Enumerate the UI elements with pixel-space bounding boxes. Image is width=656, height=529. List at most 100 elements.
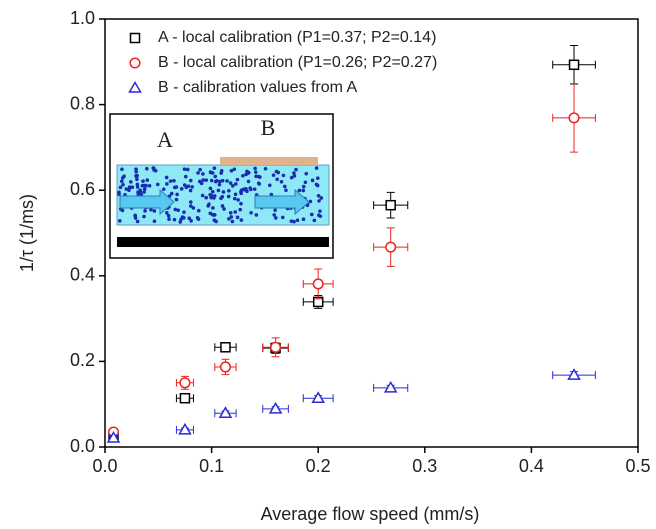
- particle: [280, 215, 285, 220]
- particle: [309, 212, 314, 217]
- particle: [213, 174, 218, 179]
- particle: [318, 214, 323, 219]
- particle: [174, 185, 179, 189]
- particle: [155, 182, 160, 187]
- particle: [230, 184, 235, 188]
- legend-label: A - local calibration (P1=0.37; P2=0.14): [158, 29, 436, 46]
- particle: [230, 219, 235, 224]
- legend-marker: [129, 32, 141, 44]
- particle: [301, 217, 306, 221]
- particle: [248, 187, 253, 192]
- particle: [317, 199, 321, 203]
- y-tick-label: 0.4: [70, 265, 95, 285]
- particle: [220, 204, 225, 208]
- particle: [282, 184, 287, 189]
- particle: [227, 217, 231, 221]
- legend-marker: [128, 81, 142, 93]
- particle: [225, 179, 229, 183]
- particle: [178, 220, 183, 224]
- particle: [273, 208, 277, 213]
- particle: [120, 167, 124, 172]
- particle: [254, 213, 259, 217]
- particle: [165, 182, 169, 186]
- particle: [233, 210, 238, 214]
- particle: [238, 207, 243, 212]
- particle: [201, 172, 205, 176]
- particle: [272, 213, 277, 217]
- flow-arrow: [254, 188, 310, 216]
- x-tick-label: 0.3: [412, 456, 437, 476]
- particle: [172, 178, 176, 183]
- particle: [169, 191, 174, 196]
- particle: [127, 185, 132, 189]
- particle: [303, 180, 308, 185]
- particle: [292, 219, 296, 224]
- particle: [232, 167, 237, 172]
- particle: [252, 187, 257, 191]
- particle: [120, 208, 125, 213]
- particle: [189, 204, 193, 208]
- particle: [179, 187, 184, 191]
- particle: [133, 213, 137, 218]
- particle: [152, 219, 157, 224]
- particle: [188, 200, 193, 204]
- particle: [319, 196, 324, 200]
- particle: [292, 174, 297, 178]
- particle: [314, 182, 319, 187]
- particle: [226, 194, 231, 199]
- particle: [164, 175, 169, 180]
- particle: [117, 190, 121, 195]
- particle: [196, 171, 200, 175]
- marker: [179, 392, 191, 404]
- particle: [175, 192, 179, 197]
- marker: [385, 199, 396, 211]
- marker: [385, 241, 397, 253]
- marker: [179, 377, 191, 389]
- x-tick-label: 0.1: [199, 456, 224, 476]
- legend-label: B - calibration values from A: [158, 79, 358, 96]
- y-axis-label: 1/τ (1/ms): [17, 194, 37, 272]
- particle: [145, 166, 149, 171]
- particle: [152, 209, 157, 213]
- particle: [213, 179, 218, 184]
- particle: [182, 183, 187, 187]
- particle: [195, 216, 200, 220]
- particle: [254, 174, 258, 179]
- y-tick-label: 0.0: [70, 436, 95, 456]
- particle: [235, 177, 240, 182]
- particle: [145, 178, 150, 182]
- particle: [190, 185, 194, 189]
- particle: [191, 206, 196, 210]
- particle: [269, 192, 274, 197]
- flow-arrow: [119, 188, 175, 216]
- particle: [200, 193, 205, 198]
- particle: [315, 176, 320, 181]
- marker: [218, 406, 233, 418]
- inset-label: A: [157, 127, 173, 152]
- particle: [204, 178, 209, 182]
- x-axis-label: Average flow speed (mm/s): [261, 504, 480, 524]
- x-tick-label: 0.0: [92, 456, 117, 476]
- particle: [281, 173, 286, 178]
- particle: [206, 204, 210, 208]
- particle: [198, 167, 202, 172]
- particle: [216, 188, 221, 193]
- marker: [270, 341, 282, 353]
- particle: [301, 184, 306, 189]
- particle: [189, 218, 193, 223]
- marker: [383, 380, 398, 393]
- particle: [212, 166, 217, 170]
- particle: [257, 175, 262, 179]
- particle: [142, 214, 146, 219]
- particle: [166, 213, 171, 218]
- particle: [279, 179, 284, 184]
- particle: [212, 194, 217, 198]
- particle: [119, 179, 124, 184]
- particle: [174, 197, 179, 202]
- particle: [212, 212, 217, 217]
- particle: [284, 188, 288, 193]
- legend-marker: [129, 57, 141, 69]
- particle: [142, 187, 147, 191]
- particle: [229, 215, 234, 219]
- marker: [312, 278, 324, 290]
